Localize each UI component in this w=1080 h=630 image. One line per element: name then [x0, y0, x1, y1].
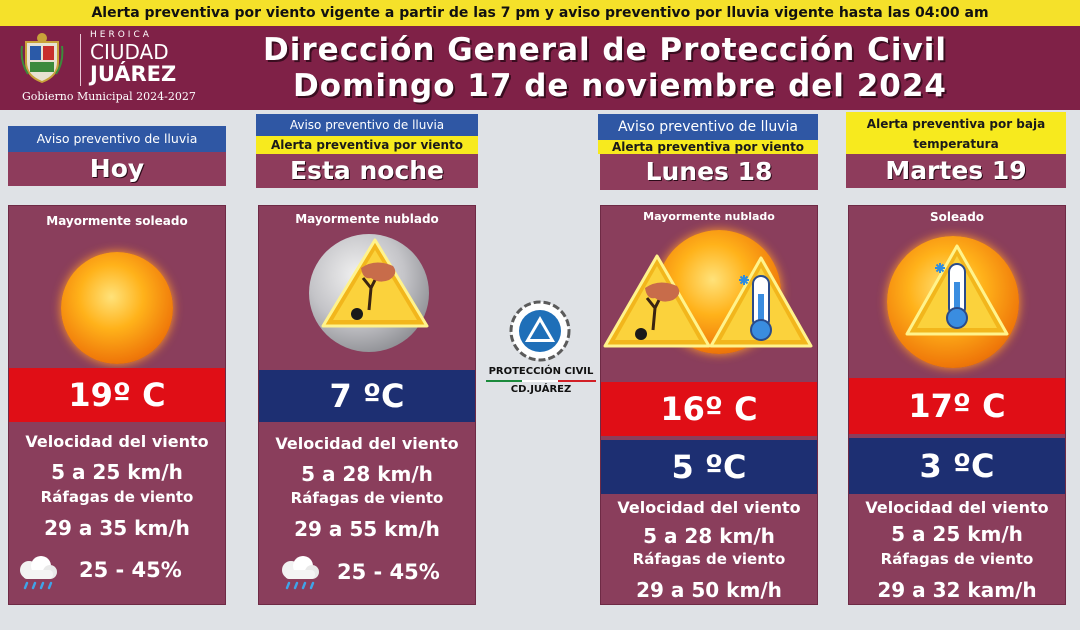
logo-ciudad: CIUDAD: [90, 40, 169, 64]
cd-juarez-text: CD.JUÁREZ: [510, 384, 572, 395]
logo-heroica: HEROICA: [90, 30, 152, 40]
gust-label: Ráfagas de viento: [40, 488, 194, 506]
wind-label: Velocidad del viento: [865, 498, 1049, 517]
alert-cold-martes: Alerta preventiva por baja temperatura: [846, 112, 1066, 154]
proteccion-civil-text: PROTECCIÓN CIVIL: [488, 366, 594, 377]
page-date: Domingo 17 de noviembre del 2024: [293, 68, 947, 104]
day-label-martes-19: Martes 19: [846, 154, 1066, 188]
rain-cloud-icon: [282, 556, 319, 590]
wind-value: 5 a 28 km/h: [301, 462, 433, 486]
rain-probability: 25 - 45%: [337, 560, 440, 584]
page-title: Dirección General de Protección Civil: [263, 32, 947, 68]
logo-gobierno: Gobierno Municipal 2024-2027: [22, 90, 196, 103]
cold-thermometer-warning-icon: [709, 256, 813, 348]
notice-rain-noche: Aviso preventivo de lluvia: [256, 114, 478, 136]
day-label-esta-noche: Esta noche: [256, 154, 478, 188]
forecast-card-hoy: Mayormente soleado 19º C Velocidad del v…: [8, 205, 226, 605]
rain-probability: 25 - 45%: [79, 558, 182, 582]
alert-wind-lunes: Alerta preventiva por viento: [598, 140, 818, 154]
sun-icon: [61, 252, 173, 364]
flag-line-green: [486, 380, 522, 382]
condition-text: Mayormente nublado: [295, 212, 439, 226]
logo-juarez: JUÁREZ: [90, 62, 177, 86]
gust-value: 29 a 50 km/h: [636, 578, 782, 602]
flag-line-red: [558, 380, 596, 382]
temp-low: 7 ºC: [259, 370, 475, 422]
condition-text: Mayormente soleado: [46, 214, 188, 228]
gust-label: Ráfagas de viento: [880, 550, 1034, 568]
rain-cloud-icon: [20, 556, 57, 590]
forecast-card-martes-19: Soleado 17º C 3 ºC Velocidad del viento …: [848, 205, 1066, 605]
day-label-lunes-18: Lunes 18: [600, 154, 818, 190]
gust-label: Ráfagas de viento: [632, 550, 786, 568]
rain-row: 25 - 45%: [9, 552, 225, 592]
logo-divider: [80, 34, 81, 86]
cold-thermometer-warning-icon: [905, 244, 1009, 336]
city-crest-icon: [20, 33, 64, 84]
gust-label: Ráfagas de viento: [290, 489, 444, 507]
forecast-card-esta-noche: Mayormente nublado 7 ºC Velocidad del vi…: [258, 205, 476, 605]
wind-label: Velocidad del viento: [25, 432, 209, 451]
notice-rain-lunes: Aviso preventivo de lluvia: [598, 114, 818, 140]
condition-text: Mayormente nublado: [643, 210, 775, 223]
wind-label: Velocidad del viento: [275, 434, 459, 453]
notice-rain-hoy: Aviso preventivo de lluvia: [8, 126, 226, 152]
wind-value: 5 a 28 km/h: [643, 524, 775, 548]
forecast-card-lunes-18: Mayormente nublado 16º C 5 ºC Velocidad …: [600, 205, 818, 605]
condition-text: Soleado: [929, 210, 985, 224]
day-label-hoy: Hoy: [8, 152, 226, 186]
wind-value: 5 a 25 km/h: [891, 522, 1023, 546]
wind-value: 5 a 25 km/h: [51, 460, 183, 484]
top-alert-banner: Alerta preventiva por viento vigente a p…: [0, 0, 1080, 26]
wind-warning-icon: [603, 254, 711, 348]
temp-high: 19º C: [9, 368, 225, 422]
alert-wind-noche: Alerta preventiva por viento: [256, 136, 478, 154]
temp-low: 3 ºC: [849, 438, 1065, 494]
flag-line-white: [522, 380, 558, 382]
wind-label: Velocidad del viento: [617, 498, 801, 517]
temp-high: 17º C: [849, 378, 1065, 434]
temp-high: 16º C: [601, 382, 817, 436]
city-logo: HEROICA CIUDAD JUÁREZ Gobierno Municipal…: [10, 28, 200, 108]
header: HEROICA CIUDAD JUÁREZ Gobierno Municipal…: [0, 26, 1080, 110]
proteccion-civil-logo-icon: [509, 300, 571, 362]
temp-low: 5 ºC: [601, 440, 817, 494]
notice-text: Aviso preventivo de lluvia: [618, 119, 798, 135]
rain-row: 25 - 45%: [259, 552, 475, 592]
wind-warning-icon: [321, 238, 429, 328]
gust-value: 29 a 32 kam/h: [877, 578, 1037, 602]
gust-value: 29 a 55 km/h: [294, 517, 440, 541]
gust-value: 29 a 35 km/h: [44, 516, 190, 540]
